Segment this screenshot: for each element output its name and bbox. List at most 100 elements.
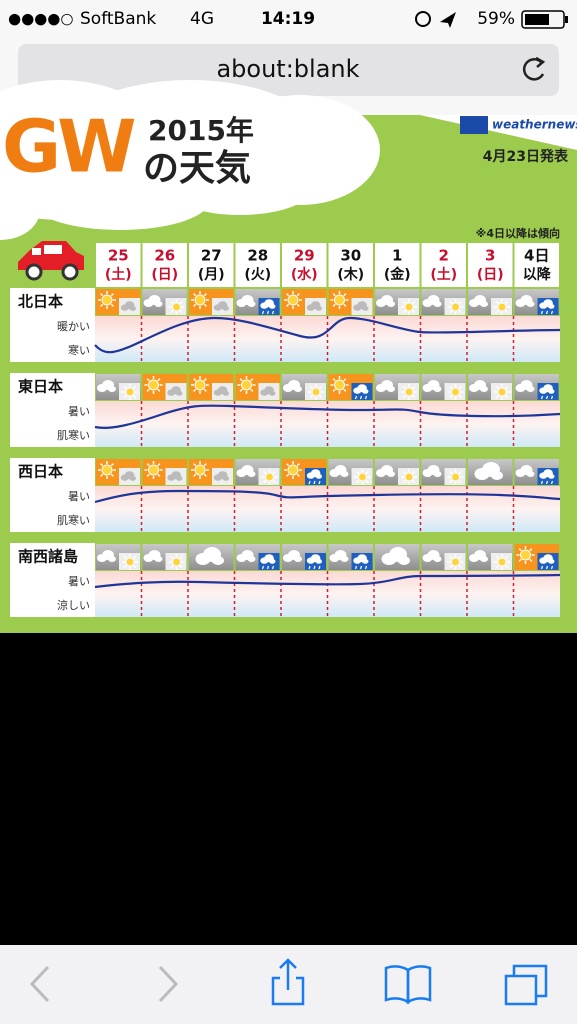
sun-ray bbox=[272, 470, 276, 474]
weather-icon bbox=[142, 544, 187, 570]
weather-icon bbox=[96, 374, 141, 400]
sun-ray bbox=[100, 473, 104, 477]
sun-ray bbox=[203, 473, 207, 477]
cloud bbox=[315, 474, 322, 479]
sun-ray bbox=[110, 463, 114, 467]
cloud bbox=[433, 471, 442, 477]
weather-icon bbox=[282, 544, 327, 570]
tabs-button[interactable] bbox=[504, 964, 548, 1006]
note: ※4日以降は傾向 bbox=[476, 226, 560, 240]
weather-icon bbox=[235, 374, 280, 400]
day-date: 30 bbox=[340, 247, 361, 265]
region-label-bg bbox=[10, 373, 95, 401]
sun-ray bbox=[193, 378, 197, 382]
sun-ray bbox=[449, 470, 453, 474]
car-icon bbox=[18, 241, 84, 281]
cloud bbox=[129, 306, 136, 311]
bookmarks-button[interactable] bbox=[384, 965, 432, 1005]
sun-ray bbox=[170, 300, 174, 304]
rain bbox=[261, 310, 275, 315]
cloud bbox=[433, 556, 442, 562]
sun-ray bbox=[412, 300, 416, 304]
title-year: 2015年 bbox=[148, 114, 254, 147]
weather-icon bbox=[189, 544, 234, 570]
weather-icon bbox=[96, 289, 141, 315]
sun-ray bbox=[518, 558, 522, 562]
day-weekday: (日) bbox=[477, 267, 504, 283]
chart-label-bg bbox=[10, 486, 95, 532]
title-gw: GW bbox=[2, 105, 135, 189]
battery-percent: 59% bbox=[477, 9, 515, 29]
weather-icon bbox=[328, 289, 373, 315]
sun-ray bbox=[495, 310, 499, 314]
sun-ray bbox=[193, 303, 197, 307]
sun-ray bbox=[458, 555, 462, 559]
sun bbox=[451, 387, 460, 397]
day-header bbox=[142, 243, 187, 287]
sun-ray bbox=[332, 378, 336, 382]
sun bbox=[148, 379, 159, 391]
weather-icon bbox=[235, 289, 280, 315]
sun-ray bbox=[518, 548, 522, 552]
rain bbox=[308, 480, 321, 485]
sun-ray bbox=[133, 395, 137, 399]
sun-ray bbox=[157, 463, 161, 467]
weather-icon bbox=[282, 289, 327, 315]
sun bbox=[241, 379, 252, 391]
sun-ray bbox=[402, 300, 406, 304]
cloud bbox=[315, 559, 322, 564]
sun-ray bbox=[239, 378, 243, 382]
cloud bbox=[526, 301, 535, 307]
weather-icon bbox=[142, 374, 187, 400]
cloud bbox=[294, 556, 302, 562]
sun bbox=[497, 387, 507, 397]
sun bbox=[451, 472, 460, 482]
weather-icon bbox=[514, 289, 559, 315]
weather-icon bbox=[189, 289, 234, 315]
rain bbox=[354, 565, 368, 570]
cloud bbox=[526, 471, 535, 477]
cloud bbox=[526, 386, 535, 392]
sun-ray bbox=[529, 558, 533, 562]
weather-icon bbox=[328, 459, 373, 485]
forward-button[interactable] bbox=[158, 965, 179, 1003]
reload[interactable] bbox=[522, 58, 545, 81]
sun bbox=[172, 302, 181, 312]
sun-ray bbox=[529, 548, 533, 552]
sun-ray bbox=[449, 480, 453, 484]
sun-ray bbox=[100, 303, 104, 307]
sun-ray bbox=[179, 300, 183, 304]
sun-ray bbox=[123, 395, 127, 399]
chart-label-bg bbox=[10, 316, 95, 362]
region-name: 北日本 bbox=[18, 293, 63, 311]
weather-icon bbox=[282, 374, 327, 400]
sun-ray bbox=[356, 480, 360, 484]
sun-ray bbox=[193, 473, 197, 477]
weather-icon bbox=[235, 544, 280, 570]
weather-icon bbox=[328, 374, 373, 400]
sun bbox=[287, 294, 299, 306]
lock-icon bbox=[415, 11, 431, 27]
cloud bbox=[315, 306, 322, 311]
sun bbox=[265, 472, 274, 482]
back-button[interactable] bbox=[29, 965, 50, 1003]
share-button[interactable] bbox=[271, 958, 305, 1006]
battery bbox=[521, 10, 565, 29]
cloud bbox=[548, 559, 555, 564]
weather-icon bbox=[96, 544, 141, 570]
weather-icon bbox=[421, 544, 466, 570]
sun-ray bbox=[179, 565, 183, 569]
sun bbox=[125, 557, 135, 567]
sun-ray bbox=[123, 385, 127, 389]
sun-ray bbox=[449, 385, 453, 389]
cloud bbox=[340, 556, 349, 562]
sun-ray bbox=[309, 385, 313, 389]
region-label-bg bbox=[10, 543, 95, 571]
weather-icon bbox=[96, 459, 141, 485]
weather-icon bbox=[468, 544, 513, 570]
sun-ray bbox=[286, 473, 290, 477]
cloud bbox=[480, 386, 488, 392]
rain bbox=[261, 565, 275, 570]
sun bbox=[334, 379, 345, 391]
sun-ray bbox=[332, 293, 336, 297]
